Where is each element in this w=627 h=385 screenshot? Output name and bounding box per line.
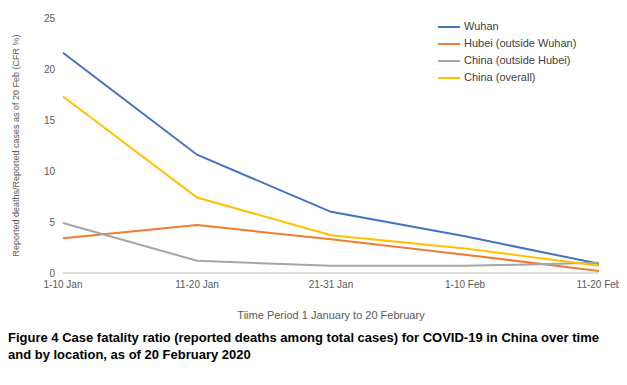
svg-text:25: 25 [44, 13, 56, 24]
html-text:Wuhan: Wuhan [464, 20, 499, 32]
svg-text:Reported deaths/Reported cases: Reported deaths/Reported cases as of 20 … [11, 34, 21, 256]
svg-text:11-20 Feb: 11-20 Feb [577, 279, 619, 290]
svg-text:21-31 Jan: 21-31 Jan [309, 279, 353, 290]
html-text:Figure 4 Case fatality ratio (: Figure 4 Case fatality ratio (reported d… [8, 330, 599, 362]
svg-text:20: 20 [44, 64, 56, 75]
svg-text:10: 10 [44, 166, 56, 177]
html-text:Hubei (outside Wuhan): Hubei (outside Wuhan) [464, 37, 577, 49]
svg-text:1-10 Jan: 1-10 Jan [44, 279, 83, 290]
svg-text:15: 15 [44, 115, 56, 126]
html-text:China (outside Hubei): China (outside Hubei) [464, 54, 571, 66]
svg-text:Tiime Period 1 January to 20 F: Tiime Period 1 January to 20 February [237, 309, 425, 321]
svg-text:1-10 Feb: 1-10 Feb [445, 279, 485, 290]
svg-text:11-20 Jan: 11-20 Jan [175, 279, 219, 290]
html-text:China (overall): China (overall) [464, 71, 536, 83]
svg-text:5: 5 [49, 217, 55, 228]
svg-text:0: 0 [49, 268, 55, 279]
